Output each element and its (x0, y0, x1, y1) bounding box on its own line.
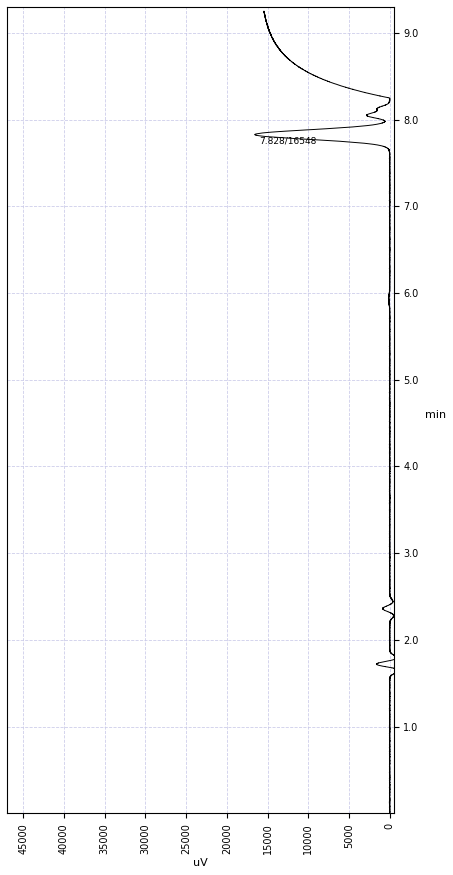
Y-axis label: min: min (425, 410, 446, 420)
X-axis label: uV: uV (193, 858, 208, 868)
Text: 7.828/16548: 7.828/16548 (260, 136, 317, 146)
